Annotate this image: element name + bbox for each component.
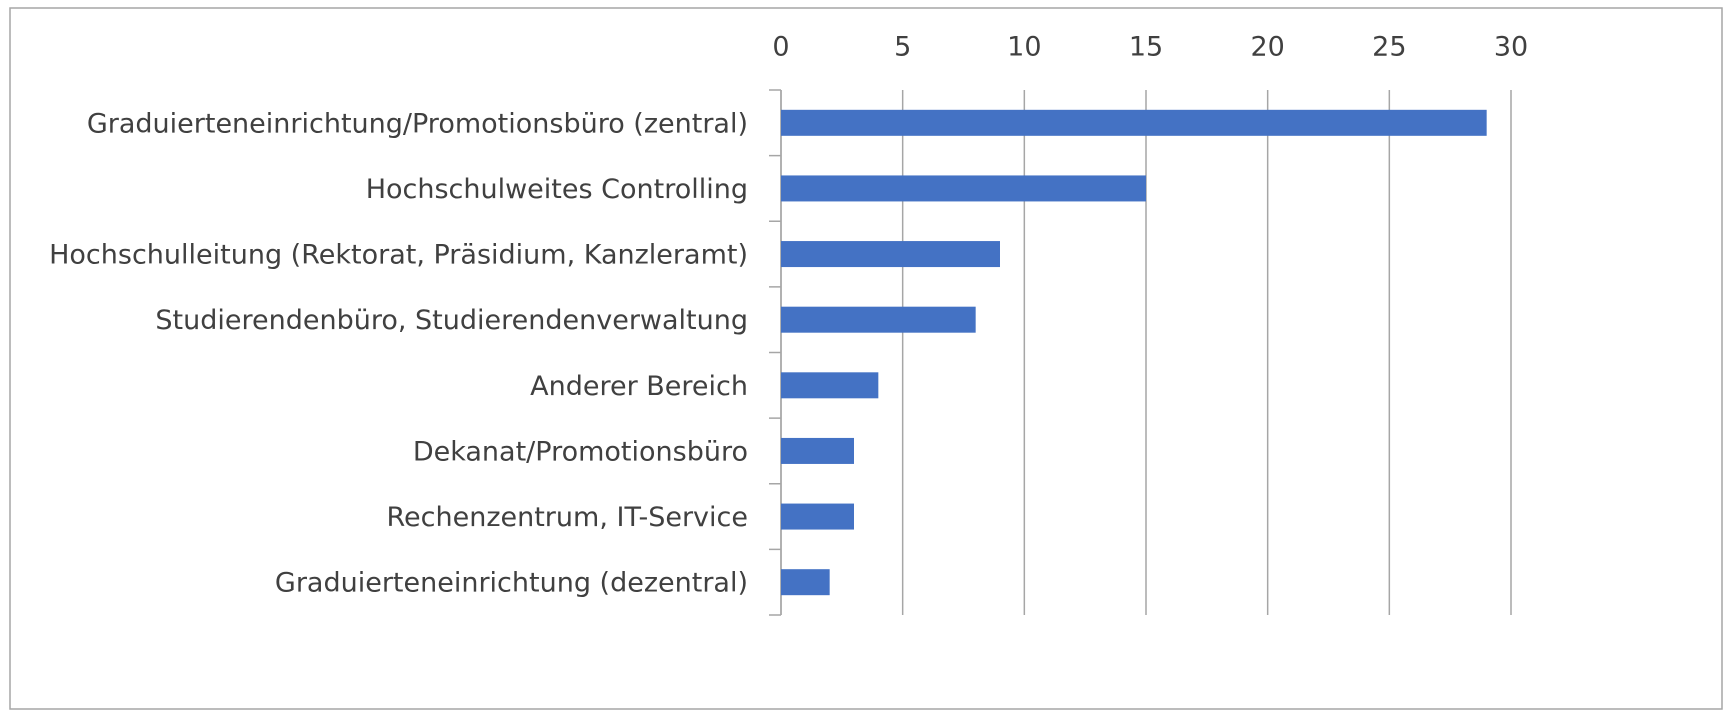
bar (781, 241, 1000, 268)
bar (781, 372, 879, 399)
bar (781, 569, 830, 596)
bar (781, 175, 1146, 202)
x-tick-label: 15 (1129, 32, 1163, 63)
bar (781, 503, 854, 530)
x-tick-label: 0 (772, 32, 789, 63)
x-tick-label: 30 (1494, 32, 1528, 63)
y-tick-label: Graduierteneinrichtung (dezentral) (275, 568, 748, 599)
bar (781, 437, 854, 464)
x-tick-label: 25 (1372, 32, 1406, 63)
x-tick-label: 5 (894, 32, 911, 63)
bar (781, 306, 976, 333)
y-tick-label: Rechenzentrum, IT-Service (386, 502, 748, 533)
y-tick-label: Anderer Bereich (530, 371, 748, 402)
y-tick-label: Hochschulweites Controlling (366, 174, 748, 205)
y-tick-label: Studierendenbüro, Studierendenverwaltung (155, 305, 748, 336)
y-tick-label: Hochschulleitung (Rektorat, Präsidium, K… (49, 240, 748, 271)
y-tick-label: Dekanat/Promotionsbüro (413, 436, 748, 467)
bar (781, 109, 1487, 136)
x-tick-label: 20 (1250, 32, 1284, 63)
x-tick-label: 10 (1007, 32, 1041, 63)
y-tick-label: Graduierteneinrichtung/Promotionsbüro (z… (87, 108, 748, 139)
